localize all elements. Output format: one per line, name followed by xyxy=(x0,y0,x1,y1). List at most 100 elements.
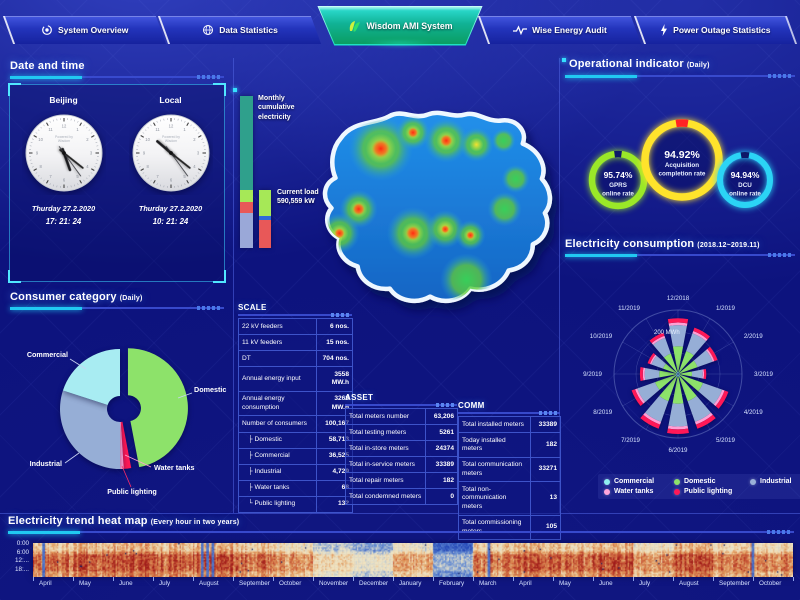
rose-petal xyxy=(678,346,718,374)
consumer-panel-title: Consumer category (Daily) xyxy=(10,291,143,303)
clock-date: Thurday 27.2.2020 xyxy=(31,204,96,213)
table-row-label: └ Public lighting xyxy=(239,496,317,513)
audit-pulse-icon xyxy=(513,25,528,35)
rose-petal xyxy=(678,368,707,380)
pie-label-domestic: Domestic xyxy=(194,385,226,394)
table-row-value: 182 xyxy=(531,433,561,458)
heatmap-title-text: Electricity trend heat map xyxy=(8,515,148,527)
comm-table-title: COMM xyxy=(458,401,485,410)
clock-brand-text: Powered by Wisdom xyxy=(162,135,180,143)
table-row-value: 6 nos. xyxy=(317,319,353,336)
datetime-title-text: Date and time xyxy=(10,60,85,72)
table-row-value: 0 xyxy=(426,489,458,506)
svg-text:2: 2 xyxy=(193,137,196,142)
monthly-cumulative-bar xyxy=(240,96,253,248)
heatmap-month-tick xyxy=(513,577,514,581)
table-row-label: 11 kV feeders xyxy=(239,335,317,352)
heatmap-month-label: June xyxy=(599,580,613,587)
svg-text:12: 12 xyxy=(168,124,173,129)
world-clocks: Beijing 1 2 3 4 5 6 7 8 9 10 11 12 Powered by Wisdom Th… xyxy=(10,85,224,226)
bar-segment xyxy=(259,216,271,220)
heatmap-hour-label: 18:... xyxy=(14,565,29,573)
heatmap-month-tick xyxy=(553,577,554,581)
tab-power-outage-statistics[interactable]: Power Outage Statistics xyxy=(633,16,798,44)
heatmap-hour-label: 12:... xyxy=(14,557,29,564)
heatmap-hour-label: 0:00 xyxy=(16,540,29,547)
electricity-consumption-rose-chart: 12/2018 1/2019 2/2019 3/2019 4/2019 5/2019 6/2… xyxy=(583,295,773,454)
heatmap-month-tick xyxy=(633,577,634,581)
left-column-divider xyxy=(233,58,234,513)
rose-axis-label: 5/2019 xyxy=(716,437,735,444)
table-row-value: 5261 xyxy=(426,425,458,442)
tab-system-overview[interactable]: System Overview xyxy=(2,16,167,44)
tab-wise-energy-audit[interactable]: Wise Energy Audit xyxy=(478,16,642,44)
heatmap-month-tick xyxy=(593,577,594,581)
pie-label-water-tanks: Water tanks xyxy=(154,463,194,472)
pie-label-industrial: Industrial xyxy=(30,459,62,468)
comm-table: Total installed meters 33389 Today install… xyxy=(458,416,561,541)
wisdom-leaf-icon xyxy=(347,20,361,32)
tab-data-statistics[interactable]: Data Statistics xyxy=(158,16,322,44)
legend-dot xyxy=(674,488,680,495)
table-row-value: 33389 xyxy=(531,417,561,434)
heatmap-month-label: September xyxy=(239,580,270,587)
nav-bar: System Overview Data Statistics Wisdom AMI… xyxy=(2,7,798,44)
table-row-label: Total condemned meters xyxy=(346,489,426,506)
rose-axis-label: 1/2019 xyxy=(716,305,735,312)
rose-axis-label: 8/2019 xyxy=(593,409,612,416)
clock-frame: Beijing 1 2 3 4 5 6 7 8 9 10 11 12 Powered by Wisdom Th… xyxy=(8,83,226,283)
heatmap-title-subtitle: (Every hour in two years) xyxy=(150,519,240,526)
pie-slice-domestic xyxy=(127,348,188,468)
legend-label: Public lighting xyxy=(684,488,733,495)
tab-label: Data Statistics xyxy=(219,25,278,35)
svg-text:7: 7 xyxy=(156,174,159,179)
frame-corner xyxy=(213,270,226,283)
pie-slice-commercial xyxy=(62,349,120,405)
gauge-acquisition-completion-rate: 94.92%Acquisition completion rate xyxy=(641,119,723,201)
rose-petal xyxy=(631,374,678,406)
table-row-label: Total commissioning meters xyxy=(459,515,531,541)
svg-text:11: 11 xyxy=(155,127,160,132)
table-row-label: ├ Industrial xyxy=(239,464,317,481)
heatmap-month-tick xyxy=(353,577,354,581)
heatmap-month-label: March xyxy=(479,580,497,587)
tab-content: Wise Energy Audit xyxy=(483,16,636,44)
clock-city-label: Beijing xyxy=(49,95,78,105)
legend-dot xyxy=(674,478,680,485)
operational-gauges: 95.74% GPRS online rate 94.92%Acquisition co… xyxy=(588,119,773,210)
current-load-caption: Current load xyxy=(277,189,319,196)
table-row-label: Annual energy input xyxy=(239,367,317,392)
legend-item-public-lighting: Public lighting xyxy=(674,488,750,495)
clock-city-label: Local xyxy=(159,95,182,105)
heatmap-month-tick xyxy=(233,577,234,581)
gauge-value: 95.74% xyxy=(604,170,633,180)
legend-dot xyxy=(604,488,610,495)
table-row-label: ├ Water tanks xyxy=(239,480,317,497)
svg-text:10: 10 xyxy=(38,137,43,142)
table-row-label: ├ Commercial xyxy=(239,448,317,465)
svg-text:5: 5 xyxy=(76,174,79,179)
frame-corner xyxy=(213,83,226,96)
table-row-label: Total in-store meters xyxy=(346,441,426,458)
rose-petal xyxy=(649,332,678,374)
gauge-value: 94.94% xyxy=(731,170,760,180)
heatmap-month-label: July xyxy=(639,580,651,587)
heatmap-month-label: April xyxy=(39,580,52,587)
title-underline xyxy=(565,74,795,78)
tab-wisdom-ami-system[interactable]: Wisdom AMI System xyxy=(319,7,482,44)
heatmap-month-label: October xyxy=(279,580,302,587)
tab-content: Data Statistics xyxy=(163,16,316,44)
pie-slice-water-tanks xyxy=(120,421,124,469)
table-row-label: DT xyxy=(239,351,317,368)
hourly-trend-heatmap-canvas xyxy=(33,543,793,577)
heatmap-month-tick xyxy=(793,577,794,581)
heatmap-panel-title: Electricity trend heat map (Every hour in… xyxy=(8,515,239,527)
clock-date: Thurday 27.2.2020 xyxy=(138,204,203,213)
operational-title-text: Operational indicator xyxy=(569,58,684,70)
heatmap-month-tick xyxy=(33,577,34,581)
right-column-divider xyxy=(559,58,560,513)
rose-axis-label: 10/2019 xyxy=(590,333,613,340)
frame-corner xyxy=(8,83,21,96)
